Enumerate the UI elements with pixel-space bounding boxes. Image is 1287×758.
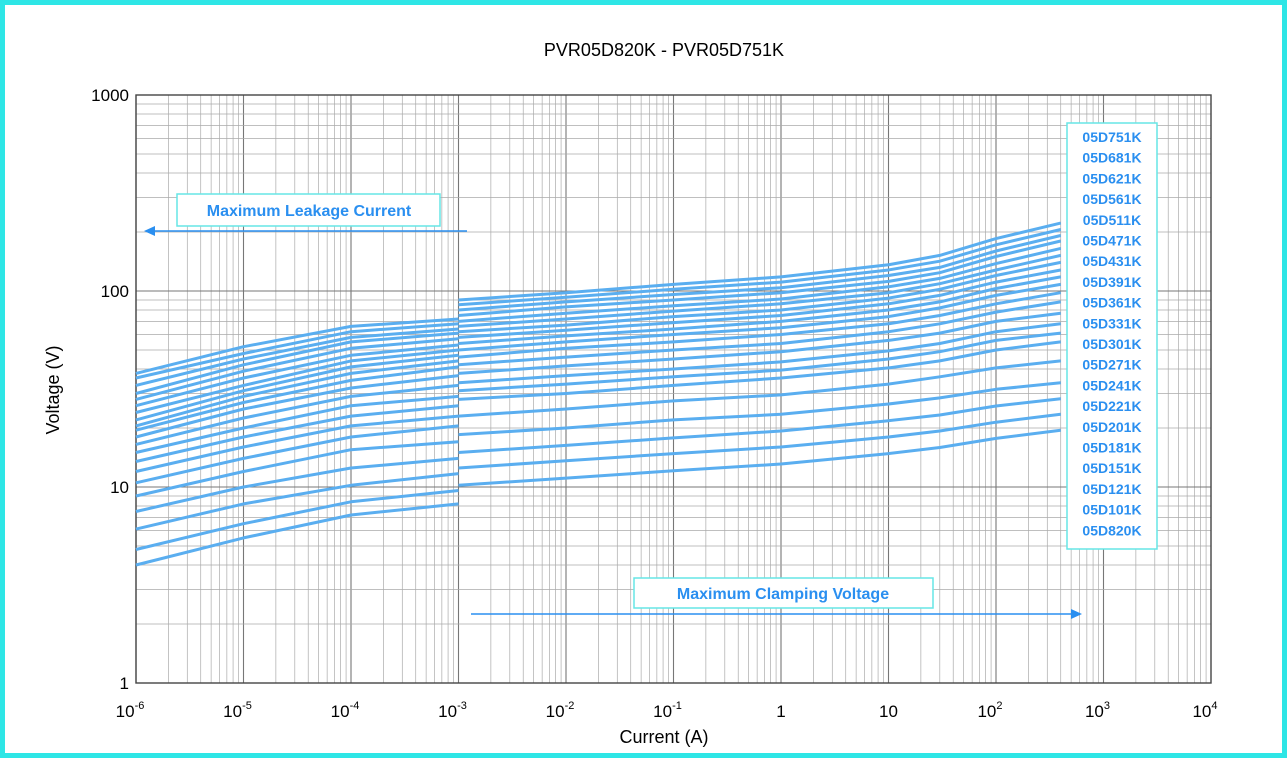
legend-item: 05D391K [1082, 274, 1141, 290]
y-tick-label: 1000 [91, 86, 129, 105]
clamping-line [458, 275, 1061, 345]
leakage-line [135, 424, 459, 485]
leakage-line [135, 359, 459, 428]
legend-item: 05D331K [1082, 315, 1141, 331]
leakage-label: Maximum Leakage Current [207, 203, 412, 220]
leakage-line [135, 327, 459, 387]
clamping-line [458, 311, 1061, 375]
leakage-line [135, 374, 459, 439]
legend-item: 05D820K [1082, 522, 1141, 538]
axes: 10-6 10-5 10-4 10-3 10-2 10-1 1 10 102 103 104 1 10 1… [91, 86, 1217, 721]
x-tick-label: 1 [776, 702, 785, 721]
leakage-arrow-head [144, 226, 155, 236]
legend-item: 05D301K [1082, 336, 1141, 352]
legend: 05D751K 05D681K 05D621K 05D561K 05D511K 05D47… [1066, 122, 1158, 550]
clamping-line [458, 239, 1062, 317]
voltage-current-chart: Maximum Leakage Current Maximum Clamping … [43, 40, 1218, 747]
legend-item: 05D471K [1082, 233, 1141, 249]
leakage-line [135, 365, 459, 432]
clamping-line [458, 322, 1061, 385]
clamping-line [458, 282, 1061, 352]
leakage-line [135, 414, 459, 473]
x-tick-label: 104 [1192, 700, 1217, 721]
y-tick-label: 100 [101, 282, 129, 301]
x-tick-label: 102 [977, 700, 1002, 721]
leakage-line [135, 472, 459, 531]
chart-title: PVR05D820K - PVR05D751K [544, 40, 784, 60]
legend-item: 05D181K [1082, 440, 1141, 456]
leakage-line [135, 353, 459, 422]
legend-item: 05D271K [1082, 357, 1141, 373]
x-tick-label: 10-5 [223, 700, 252, 721]
clamping-line [458, 253, 1062, 328]
clamping-line [458, 221, 1062, 302]
clamping-line [458, 246, 1062, 323]
legend-box [1066, 122, 1158, 550]
leakage-line [135, 489, 459, 551]
clamping-line [458, 291, 1061, 359]
leakage-line [135, 383, 459, 446]
clamping-line [458, 228, 1062, 307]
leakage-line [135, 394, 459, 454]
legend-item: 05D241K [1082, 377, 1141, 393]
clamping-line [458, 428, 1061, 487]
x-axis-label: Current (A) [619, 727, 708, 747]
leakage-line [135, 317, 459, 375]
series-lines [135, 221, 1062, 567]
y-axis-label: Voltage (V) [43, 345, 63, 434]
leakage-line [135, 440, 459, 498]
x-tick-label: 10-2 [546, 700, 575, 721]
x-tick-label: 10 [879, 702, 898, 721]
legend-item: 05D511K [1083, 212, 1141, 228]
legend-item: 05D681K [1082, 150, 1141, 166]
legend-item: 05D621K [1082, 170, 1141, 186]
clamping-line [458, 300, 1061, 367]
clamping-line [458, 359, 1061, 418]
leakage-line [135, 502, 459, 567]
clamping-line [458, 260, 1061, 334]
legend-item: 05D751K [1082, 129, 1141, 145]
leakage-line [135, 404, 459, 463]
clamping-line [458, 381, 1061, 437]
leakage-line [135, 343, 459, 408]
leakage-line [135, 337, 459, 401]
leakage-line [135, 456, 459, 513]
leakage-line [135, 322, 459, 380]
annotations: Maximum Leakage Current Maximum Clamping … [144, 193, 1082, 619]
legend-item: 05D151K [1082, 460, 1141, 476]
legend-item: 05D121K [1082, 481, 1141, 497]
legend-item: 05D201K [1082, 419, 1141, 435]
clamping-arrow-head [1071, 609, 1082, 619]
clamping-line [458, 268, 1061, 339]
clamping-line [458, 397, 1061, 454]
legend-item: 05D221K [1082, 398, 1141, 414]
x-tick-label: 10-3 [438, 700, 467, 721]
clamping-line [458, 340, 1061, 401]
clamping-line [458, 331, 1061, 393]
x-tick-label: 10-4 [331, 700, 360, 721]
y-tick-label: 1 [120, 674, 129, 693]
legend-item: 05D101K [1082, 502, 1141, 518]
x-tick-label: 10-6 [116, 700, 145, 721]
legend-item: 05D561K [1082, 191, 1141, 207]
clamping-line [458, 412, 1061, 470]
legend-item: 05D431K [1082, 253, 1141, 269]
plot-border [135, 94, 1212, 684]
clamping-box [633, 577, 934, 609]
y-tick-label: 10 [110, 478, 129, 497]
clamping-label: Maximum Clamping Voltage [677, 586, 889, 603]
legend-item: 05D361K [1082, 295, 1141, 311]
leakage-line [135, 331, 459, 395]
x-tick-label: 103 [1085, 700, 1110, 721]
x-tick-label: 10-1 [653, 700, 682, 721]
clamping-line [458, 234, 1062, 312]
leakage-box [176, 193, 441, 227]
leakage-line [135, 348, 459, 414]
